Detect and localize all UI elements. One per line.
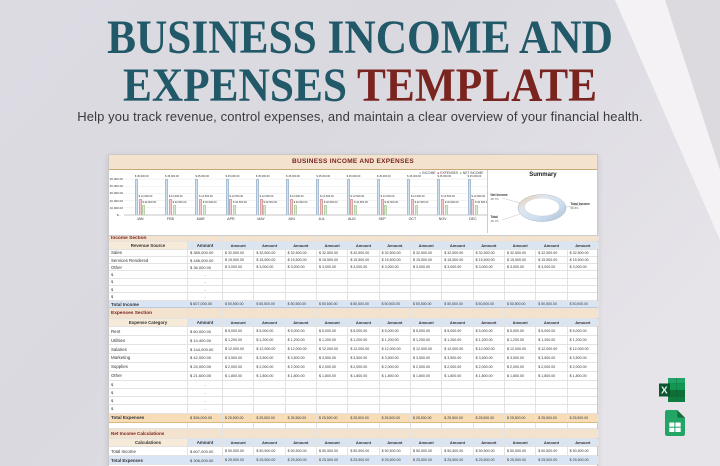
svg-text:X: X xyxy=(661,386,668,397)
